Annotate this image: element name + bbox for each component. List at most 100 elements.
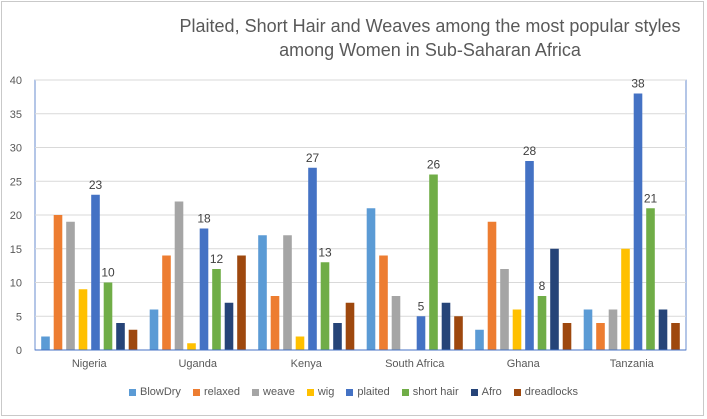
bar-short-hair-tanzania xyxy=(646,208,655,350)
bar-blowdry-ghana xyxy=(475,329,484,350)
bar-afro-ghana xyxy=(550,248,559,350)
bar-wig-kenya xyxy=(295,336,305,350)
legend-item: weave xyxy=(252,386,295,398)
data-label: 23 xyxy=(89,178,103,192)
legend: BlowDry relaxed weave wig plaited short hair A… xyxy=(0,386,707,398)
legend-swatch xyxy=(128,388,136,396)
legend-swatch xyxy=(346,388,354,396)
data-labels: 23 10 18 12 27 13 5 26 28 8 38 21 xyxy=(89,77,658,314)
x-tick-label: Tanzania xyxy=(610,358,655,370)
x-axis: Nigeria Uganda Kenya South Africa Ghana Tanza… xyxy=(35,349,686,370)
bar-blowdry-nigeria xyxy=(41,336,50,350)
legend-swatch xyxy=(192,388,200,396)
legend-swatch xyxy=(513,388,521,396)
bar-afro-uganda xyxy=(224,302,234,350)
bar-relaxed-nigeria xyxy=(53,215,63,350)
bar-short-hair-uganda xyxy=(212,269,221,350)
legend-label: BlowDry xyxy=(139,386,181,398)
bar-blowdry-kenya xyxy=(258,235,267,350)
bar-relaxed-south-africa xyxy=(379,255,388,350)
bar-short-hair-south-africa xyxy=(429,174,438,350)
legend-swatch xyxy=(306,388,314,396)
bar-wig-ghana xyxy=(512,309,522,350)
legend-item: short hair xyxy=(401,386,459,398)
data-label: 38 xyxy=(631,77,645,91)
y-tick-label: 15 xyxy=(10,244,22,256)
y-tick-label: 30 xyxy=(10,143,22,155)
legend-swatch xyxy=(401,388,409,396)
bar-plaited-south-africa xyxy=(416,316,426,350)
bar-weave-uganda xyxy=(174,201,184,350)
data-label: 26 xyxy=(427,158,441,172)
legend-label: relaxed xyxy=(203,386,241,398)
bar-weave-south-africa xyxy=(391,296,401,350)
y-tick-label: 35 xyxy=(10,109,22,121)
legend-label: plaited xyxy=(357,386,390,398)
data-label: 5 xyxy=(418,299,425,313)
bar-blowdry-uganda xyxy=(149,309,159,350)
bar-relaxed-tanzania xyxy=(596,323,605,350)
legend-label: weave xyxy=(263,386,295,398)
bar-weave-nigeria xyxy=(66,221,75,350)
y-tick-label: 40 xyxy=(10,75,22,87)
data-label: 28 xyxy=(523,144,537,158)
bar-blowdry-tanzania xyxy=(583,309,593,350)
bar-dreadlocks-south-africa xyxy=(454,316,463,350)
y-tick-label: 10 xyxy=(10,278,22,290)
bar-short-hair-ghana xyxy=(537,296,547,350)
legend-label: Afro xyxy=(481,386,502,398)
legend-item: dreadlocks xyxy=(513,386,578,398)
y-tick-label: 5 xyxy=(16,311,22,323)
legend-item: BlowDry xyxy=(128,386,181,398)
y-tick-label: 25 xyxy=(10,176,22,188)
bar-afro-south-africa xyxy=(441,302,451,350)
bar-weave-kenya xyxy=(283,235,292,350)
legend-swatch xyxy=(470,388,478,396)
data-label: 8 xyxy=(539,279,546,293)
x-tick-label: Kenya xyxy=(291,358,323,370)
bar-afro-nigeria xyxy=(116,323,125,350)
legend-label: wig xyxy=(317,386,335,398)
bar-plaited-nigeria xyxy=(91,194,100,350)
y-tick-label: 0 xyxy=(16,345,22,357)
bar-dreadlocks-nigeria xyxy=(128,329,138,350)
bar-relaxed-ghana xyxy=(487,221,497,350)
bar-plaited-kenya xyxy=(308,167,317,350)
y-tick-label: 20 xyxy=(10,210,22,222)
bar-plaited-uganda xyxy=(199,228,209,350)
bar-relaxed-uganda xyxy=(162,255,171,350)
x-tick-label: South Africa xyxy=(385,358,445,370)
data-label: 10 xyxy=(101,266,115,280)
bar-plaited-tanzania xyxy=(633,93,643,350)
bar-relaxed-kenya xyxy=(270,296,280,350)
data-label: 13 xyxy=(318,245,332,259)
bar-afro-kenya xyxy=(333,323,342,350)
bar-blowdry-south-africa xyxy=(366,208,376,350)
bar-short-hair-nigeria xyxy=(103,282,113,350)
data-label: 21 xyxy=(644,191,658,205)
bars xyxy=(41,93,680,350)
bar-dreadlocks-kenya xyxy=(345,302,355,350)
legend-item: wig xyxy=(306,386,335,398)
bar-weave-tanzania xyxy=(608,309,618,350)
bar-dreadlocks-uganda xyxy=(237,255,246,350)
x-tick-label: Uganda xyxy=(178,358,217,370)
bar-dreadlocks-ghana xyxy=(562,323,572,350)
bar-wig-uganda xyxy=(187,343,196,350)
x-tick-label: Ghana xyxy=(507,358,541,370)
bar-wig-tanzania xyxy=(621,248,630,350)
bar-afro-tanzania xyxy=(658,309,668,350)
legend-item: plaited xyxy=(346,386,390,398)
data-label: 27 xyxy=(306,151,320,165)
legend-swatch xyxy=(252,388,260,396)
legend-label: short hair xyxy=(412,386,459,398)
legend-label: dreadlocks xyxy=(524,386,578,398)
legend-item: relaxed xyxy=(192,386,241,398)
y-axis: 0 5 10 15 20 25 30 35 40 xyxy=(10,75,22,357)
legend-item: Afro xyxy=(470,386,502,398)
bar-wig-nigeria xyxy=(78,289,88,350)
data-label: 12 xyxy=(210,252,224,266)
x-tick-label: Nigeria xyxy=(72,358,108,370)
bar-plaited-ghana xyxy=(525,161,534,350)
